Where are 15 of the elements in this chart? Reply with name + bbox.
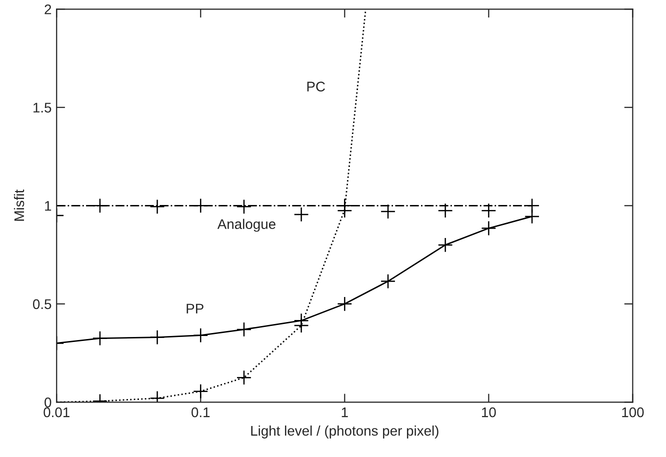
x-tick-label: 100 (622, 407, 644, 418)
x-tick-label: 1 (342, 408, 348, 418)
annotation: PC (307, 82, 325, 92)
x-tick-label: 0.01 (44, 407, 70, 418)
y-tick-label: 0.5 (32, 299, 52, 310)
y-tick-label: 0 (44, 397, 52, 408)
x-axis-title: Light level / (photons per pixel) (251, 426, 438, 438)
y-tick-label: 2 (44, 4, 52, 14)
annotation: PP (186, 304, 204, 314)
annotation: Analogue (217, 218, 276, 232)
x-tick-label: 0.1 (192, 407, 210, 418)
x-tick-label: 10 (482, 407, 496, 418)
y-tick-label: 1.5 (34, 102, 52, 113)
y-tick-label: 1 (45, 201, 52, 211)
y-axis-title: Misfit (14, 190, 24, 221)
